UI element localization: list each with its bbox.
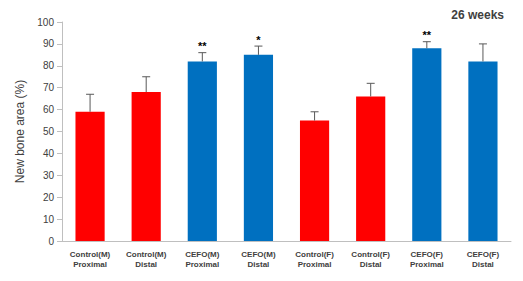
svg-text:50: 50 [43, 126, 55, 137]
svg-text:CEFO(F): CEFO(F) [411, 250, 444, 259]
svg-text:26 weeks: 26 weeks [451, 8, 504, 22]
svg-text:Distal: Distal [472, 260, 494, 269]
svg-text:40: 40 [43, 148, 55, 159]
svg-text:10: 10 [43, 214, 55, 225]
svg-text:Distal: Distal [360, 260, 382, 269]
svg-text:**: ** [198, 40, 207, 52]
svg-text:Control(F): Control(F) [351, 250, 390, 259]
svg-text:Proximal: Proximal [410, 260, 444, 269]
svg-text:Distal: Distal [135, 260, 157, 269]
svg-text:20: 20 [43, 192, 55, 203]
svg-text:60: 60 [43, 104, 55, 115]
svg-text:*: * [256, 34, 261, 46]
svg-text:100: 100 [37, 17, 54, 28]
svg-text:New bone area (%): New bone area (%) [13, 80, 27, 183]
svg-text:Proximal: Proximal [185, 260, 219, 269]
svg-text:Proximal: Proximal [73, 260, 107, 269]
svg-text:80: 80 [43, 60, 55, 71]
svg-text:**: ** [423, 29, 432, 41]
svg-text:30: 30 [43, 170, 55, 181]
svg-text:Distal: Distal [248, 260, 270, 269]
svg-text:90: 90 [43, 38, 55, 49]
svg-text:Proximal: Proximal [298, 260, 332, 269]
svg-text:Control(M): Control(M) [126, 250, 167, 259]
svg-text:CEFO(M): CEFO(M) [241, 250, 276, 259]
svg-text:CEFO(F): CEFO(F) [467, 250, 500, 259]
svg-text:70: 70 [43, 82, 55, 93]
svg-text:Control(F): Control(F) [295, 250, 334, 259]
svg-text:Control(M): Control(M) [70, 250, 111, 259]
svg-text:0: 0 [48, 236, 54, 247]
svg-text:CEFO(M): CEFO(M) [185, 250, 220, 259]
